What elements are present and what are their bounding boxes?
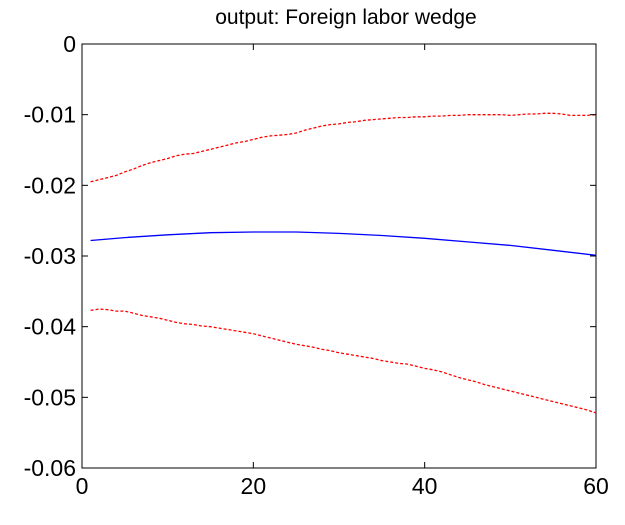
plot-area	[81, 43, 597, 469]
x-axis: 0 20 40 60	[76, 44, 609, 499]
x-tick-label: 20	[241, 473, 267, 499]
y-tick-label: -0.01	[24, 102, 76, 128]
chart-title: output: Foreign labor wedge	[215, 6, 477, 29]
y-tick-label: -0.03	[24, 243, 76, 269]
series-line-3	[90, 308, 597, 414]
y-axis: 0 -0.01 -0.02 -0.03 -0.04 -0.05 -0.06	[24, 31, 596, 481]
y-tick-label: -0.05	[24, 384, 76, 410]
x-tick-label: 40	[412, 473, 438, 499]
x-tick-label: 60	[583, 473, 609, 499]
y-tick-label: 0	[63, 31, 76, 57]
y-tick-label: -0.02	[24, 172, 76, 198]
series-line-1	[90, 112, 597, 183]
y-tick-label: -0.04	[24, 314, 77, 340]
series-layer	[90, 112, 597, 414]
series-line-2	[90, 231, 597, 256]
y-tick-label: -0.06	[24, 455, 76, 481]
x-tick-label: 0	[76, 473, 89, 499]
